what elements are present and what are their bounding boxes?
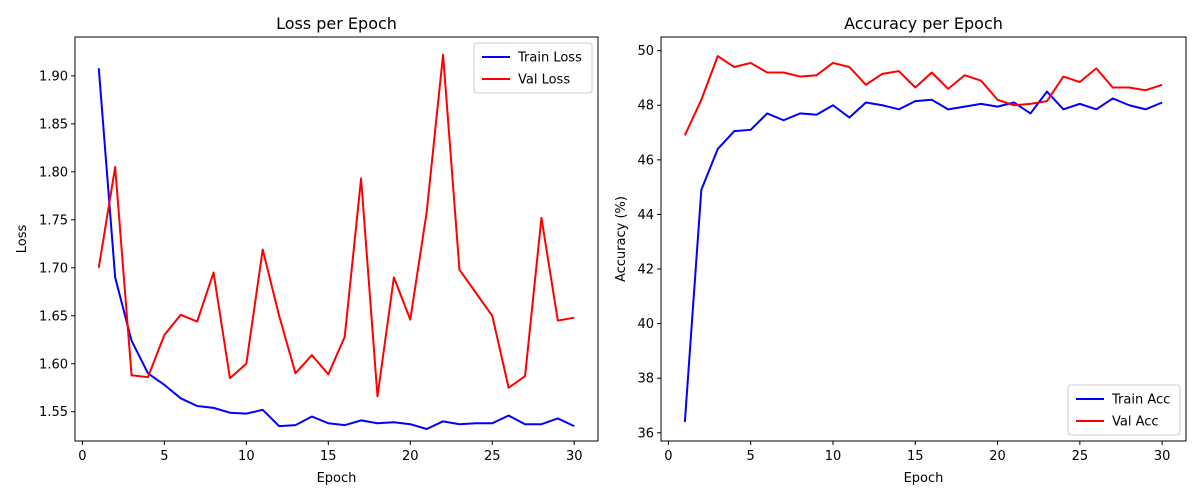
y-tick-label: 50 [637,44,654,59]
chart-panel-1: 0 5 10 15 20 25 30 1.55 1.60 1.65 1.70 1.75 1.80 1.85… [15,14,599,486]
y-tick-label: 36 [637,426,654,441]
y-tick-label: 44 [637,208,654,223]
x-tick-label: 0 [664,449,672,464]
y-axis-label: Accuracy (%) [614,196,629,282]
series-line-2 [97,53,575,398]
x-axis-label: Epoch [317,471,357,486]
x-tick-label: 30 [566,449,583,464]
legend-frame [473,42,593,94]
y-tick-label: 46 [637,153,654,168]
y-tick-label: 48 [637,99,654,114]
chart-panel-2: 0 5 10 15 20 25 30 36 38 40 42 44 46 48 50 Accuracy per… [614,14,1187,486]
y-tick-label: 1.65 [39,309,68,324]
y-tick-label: 1.55 [39,405,68,420]
x-tick-label: 5 [747,449,755,464]
series-line-1 [97,68,575,430]
chart-title: Loss per Epoch [276,14,397,33]
y-tick-label: 1.60 [39,357,68,372]
x-tick-label: 5 [160,449,168,464]
chart-title: Accuracy per Epoch [844,14,1003,33]
x-tick-label: 20 [402,449,419,464]
y-tick-label: 1.85 [39,117,68,132]
legend-frame [1067,384,1181,436]
x-tick-label: 10 [238,449,255,464]
series-line-1 [683,90,1163,422]
x-tick-label: 0 [78,449,86,464]
x-axis-label: Epoch [904,471,944,486]
y-tick-label: 1.90 [39,69,68,84]
y-tick-label: 40 [637,317,654,332]
plot-frame [74,36,599,442]
x-tick-label: 25 [1072,449,1089,464]
legend-label: Train Loss [517,51,582,66]
y-tick-label: 38 [637,372,654,387]
x-tick-label: 10 [825,449,842,464]
y-tick-label: 1.80 [39,165,68,180]
y-tick-label: 1.70 [39,261,68,276]
legend-label: Train Acc [1111,393,1170,408]
legend: Train Loss Val Loss [473,42,593,94]
y-tick-label: 1.75 [39,213,68,228]
x-tick-label: 30 [1154,449,1171,464]
x-tick-label: 15 [320,449,337,464]
plot-frame [660,36,1187,442]
legend-label: Val Acc [1112,415,1159,430]
series-line-2 [683,55,1163,136]
legend-label: Val Loss [518,73,570,88]
x-tick-label: 20 [989,449,1006,464]
x-tick-label: 15 [907,449,924,464]
y-axis-label: Loss [15,225,30,254]
legend: Train Acc Val Acc [1067,384,1181,436]
x-tick-label: 25 [484,449,501,464]
y-tick-label: 42 [637,263,654,278]
